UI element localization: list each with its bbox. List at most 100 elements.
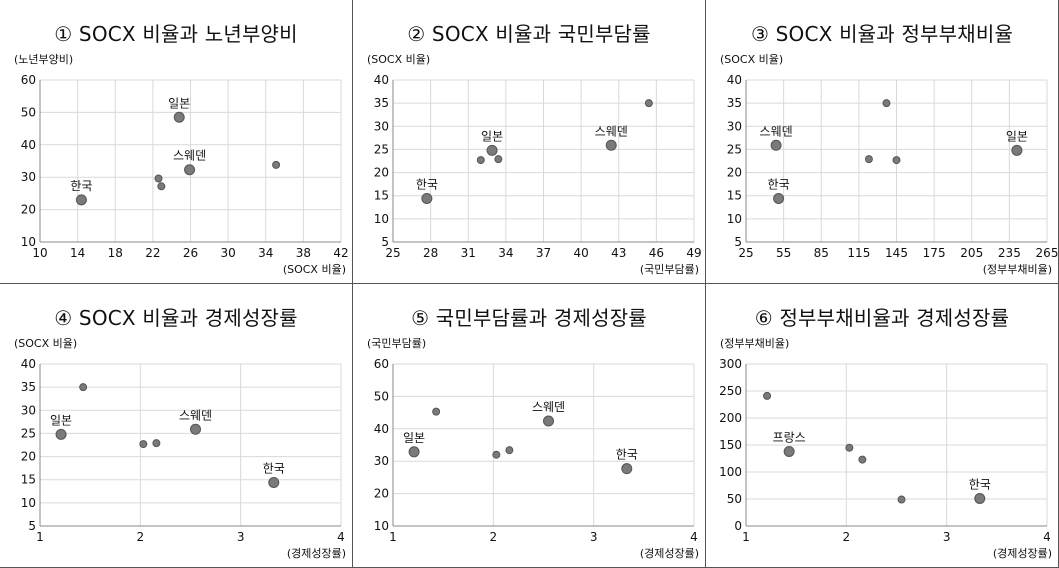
x-tick-label: 49: [686, 246, 701, 260]
data-label: 스웨덴: [532, 400, 565, 414]
x-tick-label: 145: [885, 246, 908, 260]
data-label: 스웨덴: [179, 408, 212, 422]
data-label: 일본: [168, 96, 190, 110]
x-tick-label: 2: [490, 530, 498, 544]
chart-title: ⑥ 정부부채비율과 경제성장률: [754, 306, 1010, 330]
x-tick-label: 25: [738, 246, 753, 260]
data-point: [845, 443, 854, 452]
data-label: 한국: [969, 477, 991, 491]
x-axis-label: (정부부채비율): [982, 263, 1052, 276]
y-tick-label: 40: [374, 73, 389, 87]
x-tick-label: 14: [70, 246, 85, 260]
y-tick-label: 60: [21, 73, 36, 87]
y-tick-label: 50: [374, 389, 389, 403]
data-point: [432, 407, 441, 416]
data-label: 스웨덴: [760, 124, 793, 138]
data-point: [139, 440, 148, 449]
y-axis-label: (SOCX 비율): [14, 337, 78, 350]
x-tick-label: 2: [843, 530, 851, 544]
y-tick-label: 25: [374, 142, 389, 156]
y-axis-label: (SOCX 비율): [720, 53, 784, 66]
data-point: [644, 99, 653, 108]
data-point: [75, 194, 87, 206]
y-tick-label: 20: [727, 166, 742, 180]
x-tick-label: 26: [183, 246, 198, 260]
x-axis-label: (경제성장률): [286, 547, 346, 560]
y-tick-label: 250: [719, 384, 742, 398]
y-tick-label: 10: [374, 519, 389, 533]
y-tick-label: 15: [21, 473, 36, 487]
chart-title: ① SOCX 비율과 노년부양비: [54, 22, 298, 46]
data-point: [770, 139, 782, 151]
x-tick-label: 46: [649, 246, 664, 260]
y-tick-label: 30: [374, 119, 389, 133]
y-tick-label: 40: [374, 422, 389, 436]
y-tick-label: 50: [21, 105, 36, 119]
chart-panel-1: ① SOCX 비율과 노년부양비 (노년부양비) (SOCX 비율) 10 20 3…: [0, 0, 353, 284]
data-label: 한국: [70, 179, 92, 193]
y-tick-label: 60: [374, 357, 389, 371]
data-point: [476, 156, 485, 165]
data-label: 일본: [1006, 129, 1028, 143]
data-point: [492, 450, 501, 459]
x-tick-label: 3: [943, 530, 951, 544]
x-tick-label: 40: [573, 246, 588, 260]
y-tick-label: 5: [734, 235, 742, 249]
y-tick-label: 150: [719, 438, 742, 452]
data-label: 한국: [768, 177, 790, 191]
data-point: [864, 155, 873, 164]
x-tick-label: 31: [461, 246, 476, 260]
data-point: [621, 463, 633, 475]
data-point: [773, 192, 785, 204]
y-tick-label: 30: [21, 403, 36, 417]
y-tick-label: 30: [374, 454, 389, 468]
x-tick-label: 10: [32, 246, 47, 260]
data-point: [154, 174, 163, 183]
data-point: [1011, 144, 1023, 156]
data-point: [152, 439, 161, 448]
y-tick-label: 40: [21, 357, 36, 371]
x-axis-label: (국민부담률): [639, 263, 699, 276]
data-point: [486, 144, 498, 156]
x-tick-label: 205: [960, 246, 983, 260]
data-point: [268, 476, 280, 488]
y-tick-label: 25: [727, 142, 742, 156]
y-tick-label: 20: [374, 487, 389, 501]
data-point: [605, 139, 617, 151]
x-tick-label: 4: [1043, 530, 1051, 544]
y-axis-label: (노년부양비): [14, 53, 74, 66]
data-point: [157, 182, 166, 191]
x-axis-label: (경제성장률): [992, 547, 1052, 560]
data-point: [897, 495, 906, 504]
x-tick-label: 38: [296, 246, 311, 260]
y-tick-label: 20: [21, 203, 36, 217]
y-tick-label: 10: [21, 235, 36, 249]
chart-title: ③ SOCX 비율과 정부부채비율: [750, 22, 1014, 46]
scatter-plot: 5 10 15 20 25 30 35 40 25 55 85 115 145 175 205 235 265 한…: [727, 73, 1058, 260]
x-tick-label: 37: [536, 246, 551, 260]
x-tick-label: 42: [333, 246, 348, 260]
x-tick-label: 115: [847, 246, 870, 260]
chart-title: ② SOCX 비율과 국민부담률: [407, 22, 651, 46]
x-tick-label: 34: [258, 246, 273, 260]
x-axis-label: (SOCX 비율): [282, 263, 346, 276]
data-label: 일본: [403, 431, 425, 445]
chart-title: ④ SOCX 비율과 경제성장률: [54, 306, 298, 330]
chart-panel-6: ⑥ 정부부채비율과 경제성장률 (정부부채비율) (경제성장률) 0 50 100 1…: [705, 283, 1059, 568]
y-axis-label: (국민부담률): [367, 337, 427, 350]
x-tick-label: 3: [237, 530, 245, 544]
scatter-plot: 5 10 15 20 25 30 35 40 25 28 31 34 37 40 43 46 49 한국 일본 스웨덴: [374, 73, 702, 260]
data-point: [543, 415, 555, 427]
data-point: [173, 111, 185, 123]
data-label: 프랑스: [773, 430, 806, 444]
chart-panel-5: ⑤ 국민부담률과 경제성장률 (국민부담률) (경제성장률) 10 20 30 40 5…: [352, 283, 706, 568]
data-label: 한국: [616, 448, 638, 462]
y-tick-label: 20: [374, 166, 389, 180]
y-tick-label: 25: [21, 426, 36, 440]
y-tick-label: 35: [374, 96, 389, 110]
data-label: 스웨덴: [173, 149, 206, 163]
data-point: [421, 192, 433, 204]
x-tick-label: 30: [220, 246, 235, 260]
